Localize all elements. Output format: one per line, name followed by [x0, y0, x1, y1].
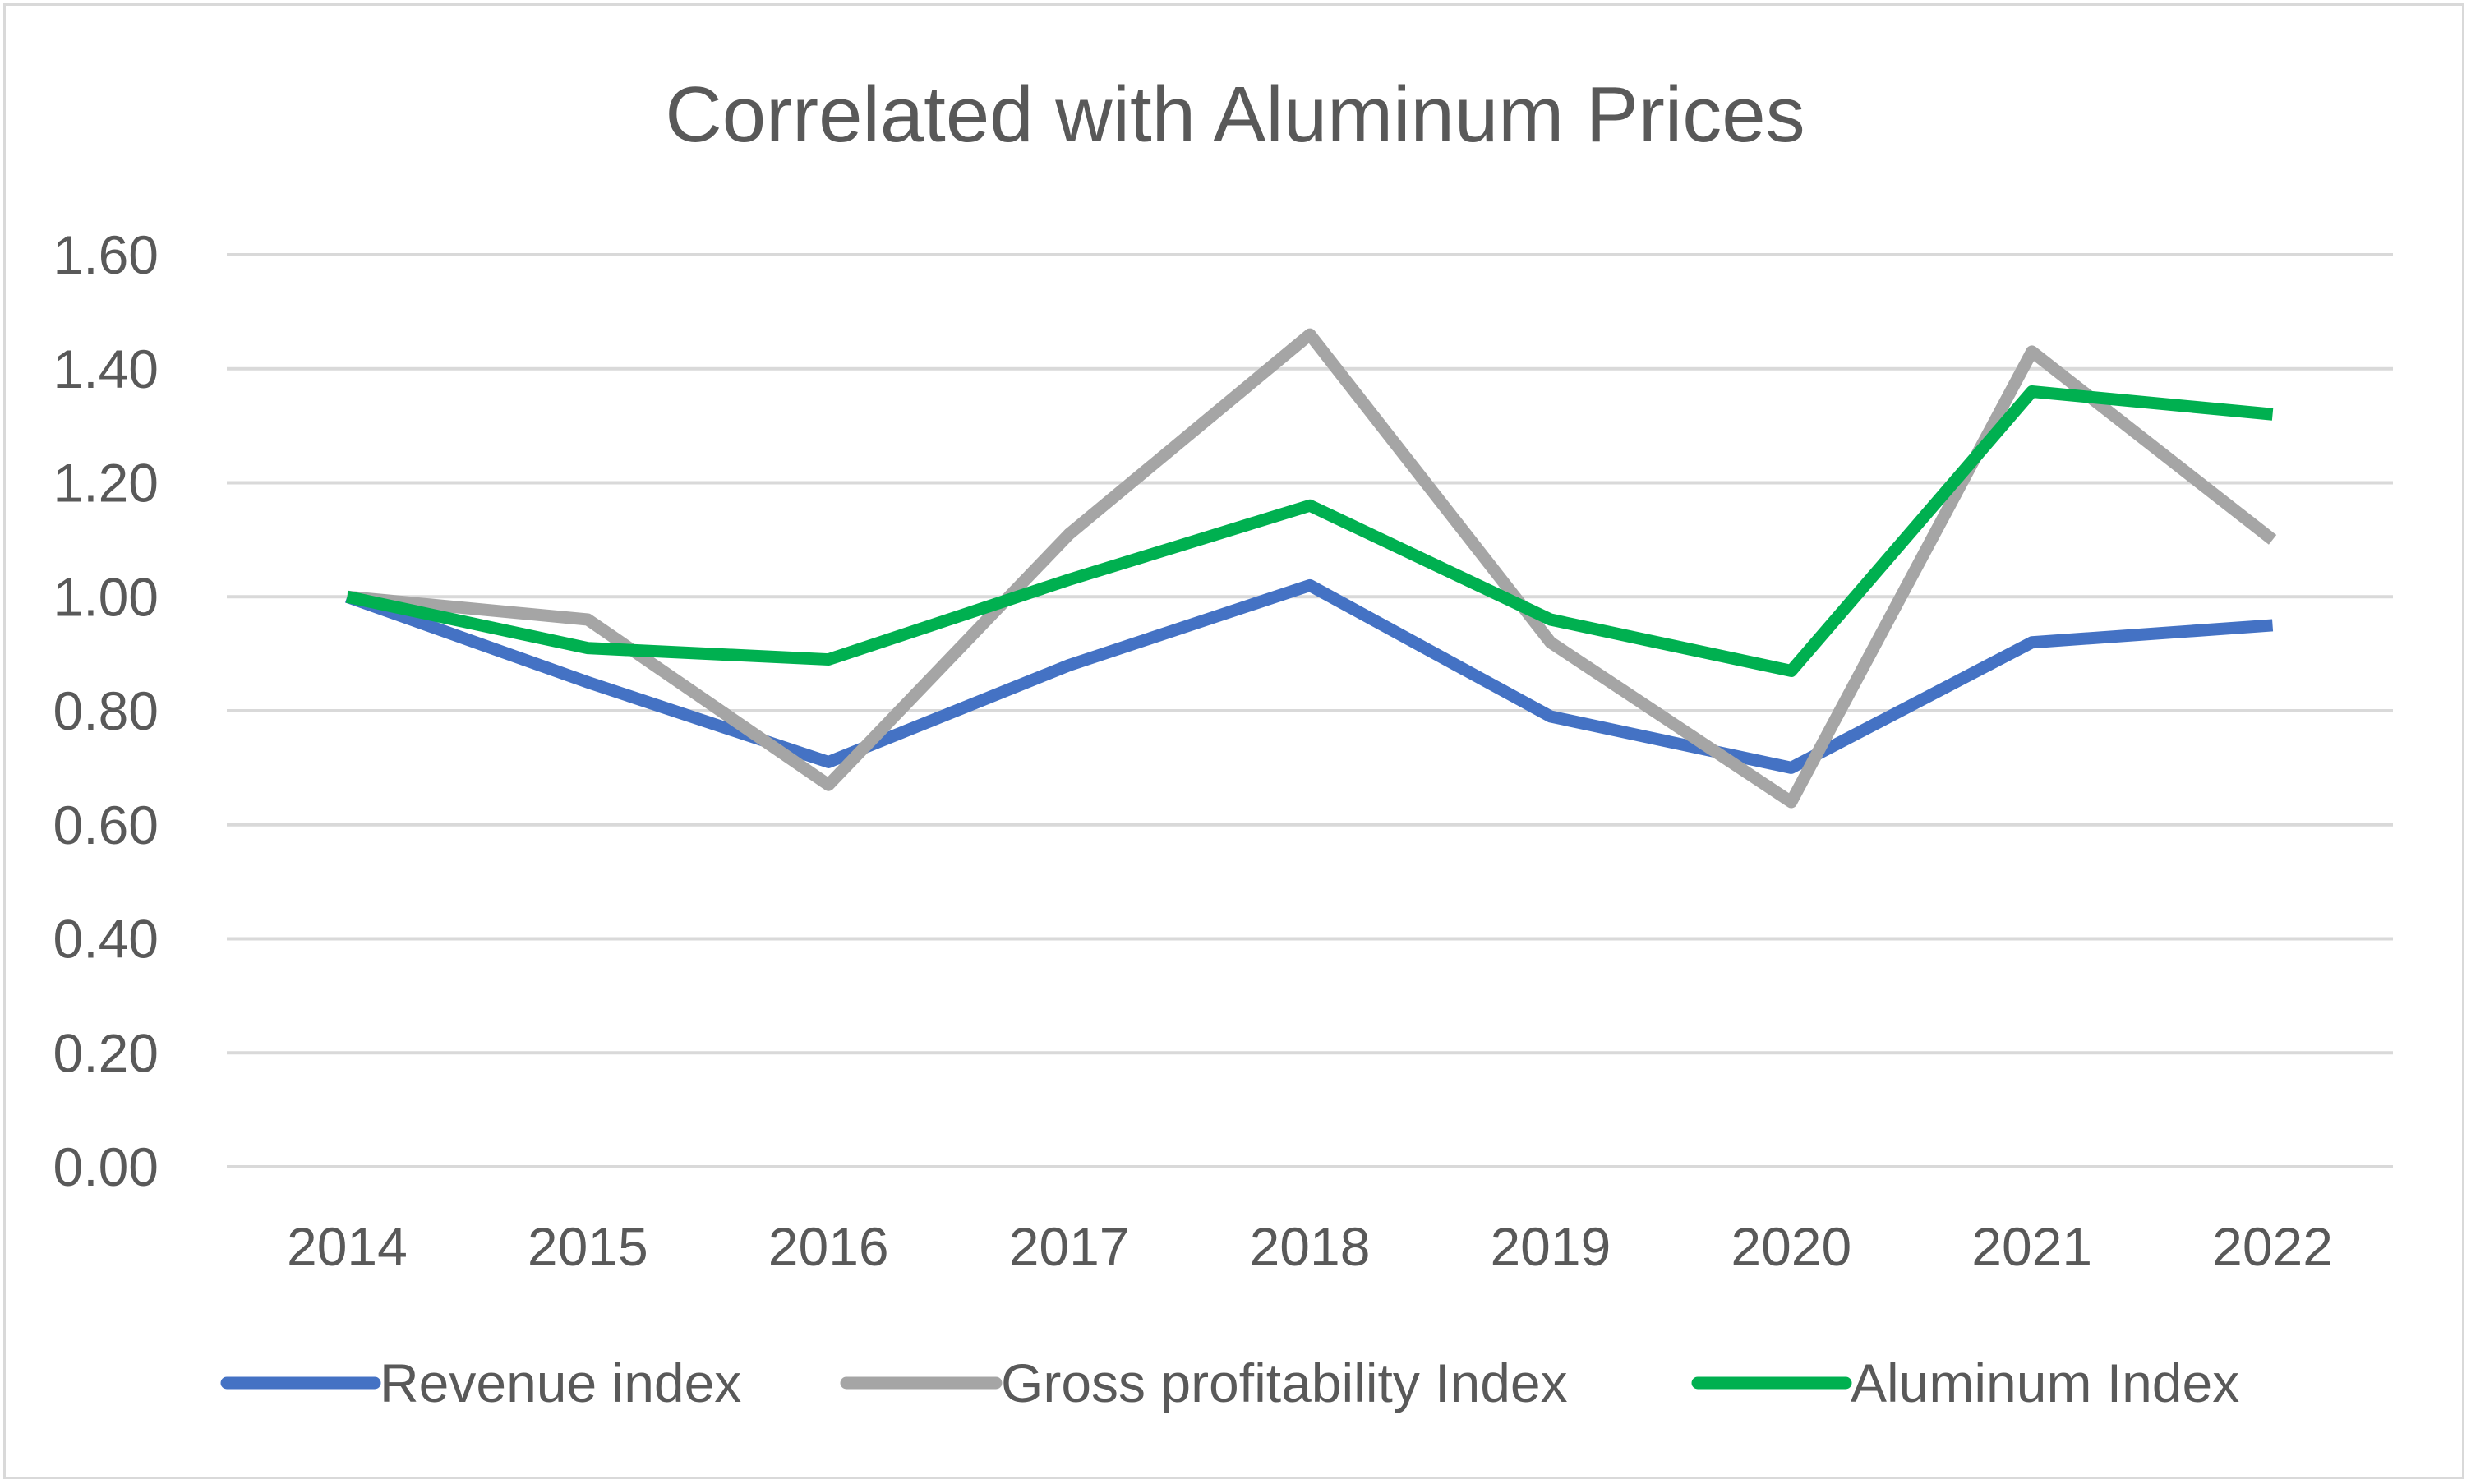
x-tick-label: 2021 — [1971, 1216, 2092, 1277]
y-tick-label: 0.40 — [53, 909, 159, 970]
series-line-1 — [346, 328, 2277, 809]
y-axis-ticks: 0.00 0.20 0.40 0.60 0.80 1.00 1.20 1.40 1.60 — [53, 224, 159, 1197]
series-line-0 — [344, 578, 2274, 774]
legend-item[interactable]: Aluminum Index — [1691, 1353, 2239, 1413]
legend-label: Revenue index — [380, 1353, 741, 1413]
legend-item[interactable]: Gross profitability Index — [840, 1353, 1568, 1413]
y-tick-label: 1.00 — [53, 566, 159, 627]
gridlines — [227, 253, 2393, 1168]
legend-label: Aluminum Index — [1851, 1353, 2239, 1413]
series-line-2 — [345, 385, 2274, 677]
chart-title: Correlated with Aluminum Prices — [665, 71, 1805, 159]
series-lines — [344, 328, 2277, 809]
y-tick-label: 1.20 — [53, 453, 159, 514]
legend: Revenue index Gross profitability Index Al… — [220, 1353, 2239, 1413]
x-tick-label: 2014 — [287, 1216, 408, 1277]
x-tick-label: 2019 — [1490, 1216, 1611, 1277]
y-tick-label: 0.20 — [53, 1022, 159, 1083]
legend-label: Gross profitability Index — [1001, 1353, 1568, 1413]
y-tick-label: 1.40 — [53, 339, 159, 399]
chart-frame — [3, 3, 2464, 1479]
y-tick-label: 1.60 — [53, 224, 159, 285]
y-tick-label: 0.60 — [53, 795, 159, 855]
x-tick-label: 2022 — [2212, 1216, 2333, 1277]
y-tick-label: 0.00 — [53, 1136, 159, 1197]
x-tick-label: 2016 — [768, 1216, 889, 1277]
x-tick-label: 2020 — [1731, 1216, 1851, 1277]
y-tick-label: 0.80 — [53, 680, 159, 741]
x-axis-ticks: 2014 2015 2016 2017 2018 2019 2020 2021 2022 — [287, 1216, 2333, 1277]
legend-item[interactable]: Revenue index — [220, 1353, 741, 1413]
x-tick-label: 2018 — [1250, 1216, 1371, 1277]
x-tick-label: 2017 — [1009, 1216, 1130, 1277]
x-tick-label: 2015 — [528, 1216, 648, 1277]
